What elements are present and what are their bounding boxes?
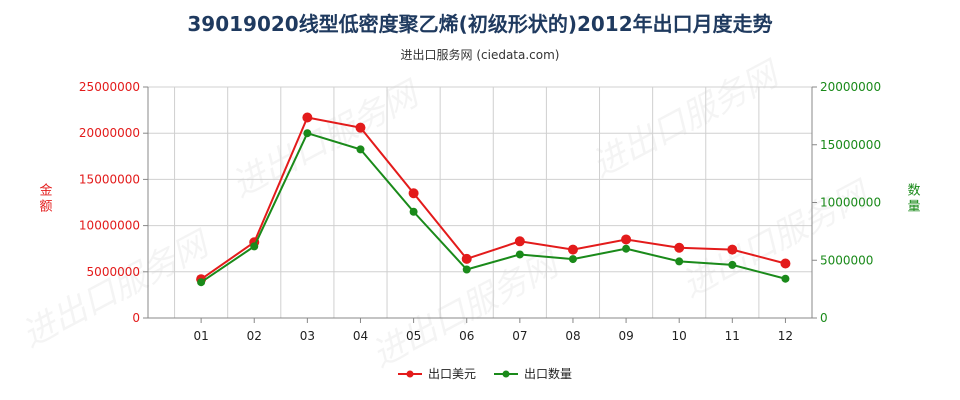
series-2-point	[250, 242, 259, 251]
x-tick-label: 12	[778, 329, 793, 343]
series-1-point	[674, 242, 685, 253]
x-tick-label: 06	[459, 329, 474, 343]
x-tick-label: 05	[406, 329, 421, 343]
y-right-tick-label: 0	[820, 311, 828, 325]
series-line-1	[200, 116, 786, 281]
series-1-point	[780, 258, 791, 269]
series-1-point	[567, 244, 578, 255]
series-1-point	[302, 112, 313, 123]
series-1-point	[355, 122, 366, 133]
series-1-point	[514, 236, 525, 247]
series-2-point	[356, 145, 365, 154]
x-tick-label: 09	[618, 329, 633, 343]
chart-title: 39019020线型低密度聚乙烯(初级形状的)2012年出口月度走势	[187, 12, 773, 36]
series-2-point	[462, 265, 471, 274]
series-2-point	[568, 255, 577, 264]
watermark-text: 进出口服务网	[15, 223, 217, 356]
y-left-axis-title: 金	[39, 183, 52, 199]
series-1-point	[621, 234, 632, 245]
y-right-axis-title: 量	[907, 200, 920, 215]
series-2-point	[728, 260, 737, 269]
legend-label-1: 出口美元	[428, 367, 476, 381]
legend: 出口美元 出口数量	[398, 366, 572, 381]
legend-label-2: 出口数量	[524, 366, 572, 381]
series-2-point	[781, 274, 790, 283]
x-tick-label: 01	[193, 329, 208, 343]
x-tick-label: 02	[247, 329, 262, 343]
series-2-point	[197, 278, 206, 287]
x-tick-label: 08	[565, 329, 580, 343]
series-line-2	[200, 131, 786, 284]
y-right-tick-label: 10000000	[820, 196, 881, 210]
series-2-point	[622, 244, 631, 253]
x-tick-label: 11	[725, 329, 740, 343]
y-left-tick-label: 25000000	[79, 80, 140, 94]
series-1-point	[727, 244, 738, 255]
x-tick-label: 10	[672, 329, 687, 343]
series-1-point	[408, 188, 419, 199]
y-right-tick-label: 15000000	[820, 138, 881, 152]
y-left-tick-label: 15000000	[79, 172, 140, 186]
y-right-tick-label: 20000000	[820, 80, 881, 94]
watermark-text: 进出口服务网	[585, 53, 787, 186]
series-2-point	[409, 207, 418, 216]
series-2-point	[303, 129, 312, 138]
series-layer	[196, 112, 791, 287]
y-left-tick-label: 20000000	[79, 126, 140, 140]
y-left-tick-label: 10000000	[79, 219, 140, 233]
legend-marker-1	[406, 370, 414, 378]
axes-layer: 0 5000000 10000000 15000000 20000000 25000000…	[39, 80, 920, 343]
x-tick-label: 03	[300, 329, 315, 343]
series-2-point	[515, 250, 524, 259]
x-tick-label: 07	[512, 329, 527, 343]
x-tick-label: 04	[353, 329, 368, 343]
y-right-tick-label: 5000000	[820, 253, 873, 267]
y-left-axis-title: 额	[39, 200, 52, 215]
series-1-point	[461, 253, 472, 264]
y-left-tick-label: 5000000	[87, 265, 140, 279]
y-right-axis-title: 数	[907, 184, 920, 199]
y-left-tick-label: 0	[132, 311, 140, 325]
chart-subtitle: 进出口服务网 (ciedata.com)	[400, 48, 560, 62]
legend-marker-2	[502, 370, 510, 378]
series-2-point	[675, 257, 684, 266]
